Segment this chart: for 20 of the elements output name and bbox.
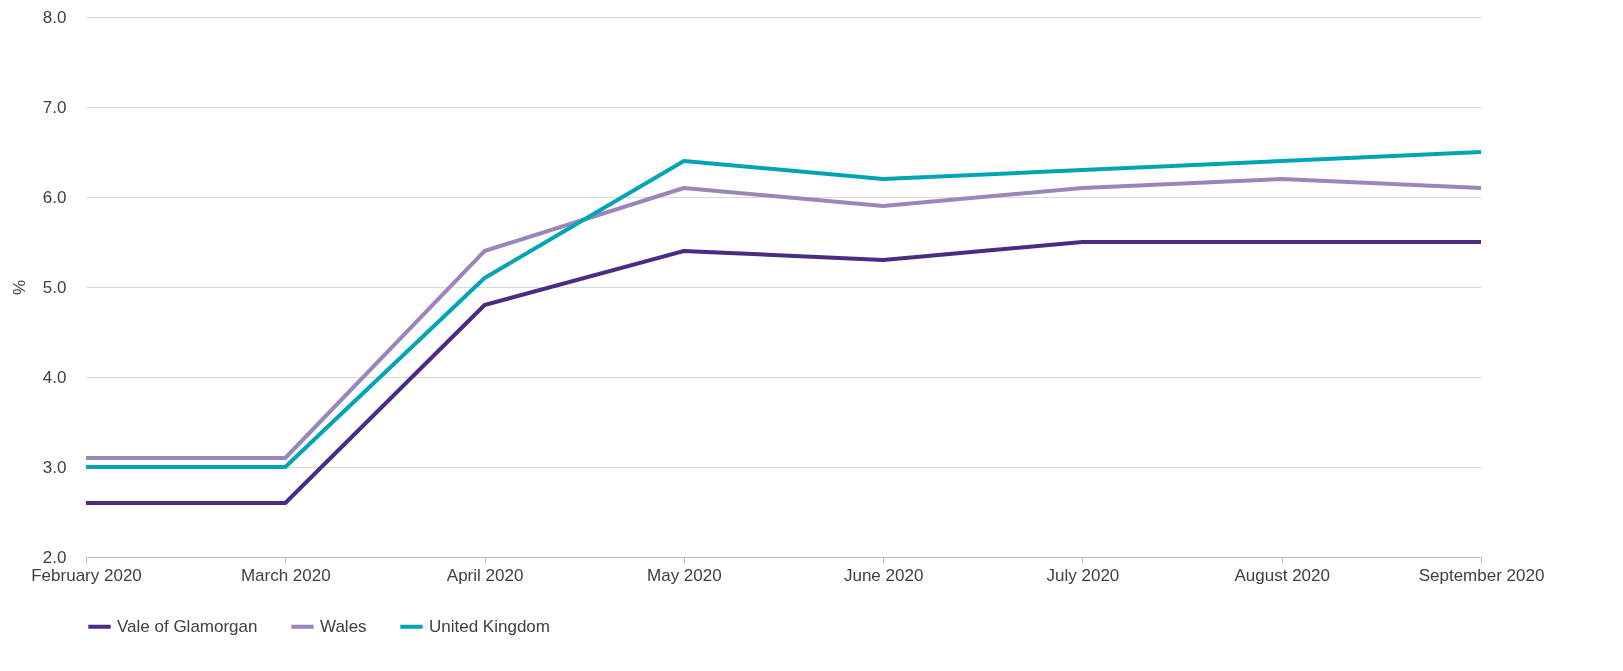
y-tick-label: 4.0: [42, 367, 67, 387]
x-tick-label: April 2020: [446, 565, 524, 585]
x-tick-label: March 2020: [240, 565, 331, 585]
line-series: [84, 240, 1483, 505]
x-tick-label: September 2020: [1418, 565, 1545, 585]
y-tick-label: 3.0: [42, 457, 67, 477]
x-tick-label: July 2020: [1046, 565, 1120, 585]
y-tick-label: 2.0: [42, 547, 67, 567]
legend-label: Wales: [320, 616, 367, 636]
x-tick-label: August 2020: [1234, 565, 1330, 585]
y-tick-label: 6.0: [42, 187, 67, 207]
y-tick-label: 7.0: [42, 97, 67, 117]
x-tick-label: May 2020: [647, 565, 722, 585]
x-tick-label: February 2020: [31, 565, 142, 585]
y-tick-label: 5.0: [42, 277, 67, 297]
y-axis-title: %: [9, 279, 29, 296]
x-tick-label: June 2020: [843, 565, 924, 585]
y-tick-label: 8.0: [42, 7, 67, 27]
legend-label: United Kingdom: [429, 616, 550, 636]
legend-label: Vale of Glamorgan: [117, 616, 258, 636]
